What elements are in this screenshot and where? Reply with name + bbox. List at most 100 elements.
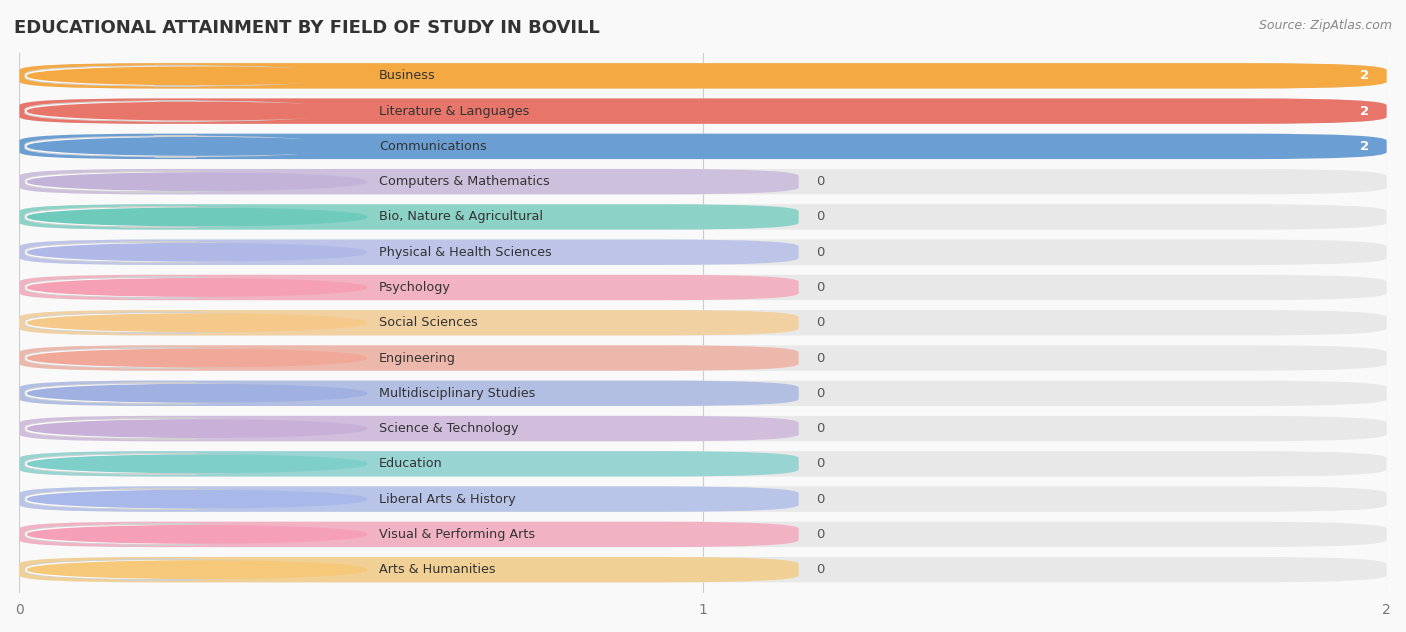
Text: 0: 0 <box>815 492 824 506</box>
FancyBboxPatch shape <box>20 63 1386 88</box>
FancyBboxPatch shape <box>20 204 1386 229</box>
FancyBboxPatch shape <box>20 521 1386 547</box>
FancyBboxPatch shape <box>20 240 799 265</box>
FancyBboxPatch shape <box>20 240 1386 265</box>
FancyBboxPatch shape <box>25 277 291 298</box>
Text: Computers & Mathematics: Computers & Mathematics <box>380 175 550 188</box>
FancyBboxPatch shape <box>20 416 1386 441</box>
Text: EDUCATIONAL ATTAINMENT BY FIELD OF STUDY IN BOVILL: EDUCATIONAL ATTAINMENT BY FIELD OF STUDY… <box>14 19 600 37</box>
FancyBboxPatch shape <box>20 345 799 371</box>
Text: 0: 0 <box>815 351 824 365</box>
FancyBboxPatch shape <box>25 242 291 263</box>
Text: Education: Education <box>380 458 443 470</box>
Text: Psychology: Psychology <box>380 281 451 294</box>
Text: 0: 0 <box>815 175 824 188</box>
Text: Physical & Health Sciences: Physical & Health Sciences <box>380 246 551 258</box>
Text: 0: 0 <box>815 210 824 224</box>
Circle shape <box>28 490 367 508</box>
FancyBboxPatch shape <box>20 345 1386 371</box>
FancyBboxPatch shape <box>20 487 1386 512</box>
FancyBboxPatch shape <box>25 524 291 545</box>
FancyBboxPatch shape <box>20 557 1386 582</box>
Bar <box>20 375 1386 411</box>
FancyBboxPatch shape <box>25 383 291 404</box>
Circle shape <box>28 561 367 578</box>
FancyBboxPatch shape <box>20 169 799 195</box>
FancyBboxPatch shape <box>20 416 799 441</box>
FancyBboxPatch shape <box>25 348 291 368</box>
Text: Business: Business <box>380 70 436 82</box>
Bar <box>20 411 1386 446</box>
FancyBboxPatch shape <box>25 207 291 228</box>
FancyBboxPatch shape <box>20 380 799 406</box>
FancyBboxPatch shape <box>20 521 799 547</box>
FancyBboxPatch shape <box>25 100 326 121</box>
Bar <box>20 58 1386 94</box>
Text: 0: 0 <box>815 563 824 576</box>
Bar <box>20 129 1386 164</box>
Text: Literature & Languages: Literature & Languages <box>380 105 529 118</box>
Text: 2: 2 <box>1361 70 1369 82</box>
Text: 0: 0 <box>815 387 824 400</box>
Circle shape <box>28 526 367 543</box>
Text: Engineering: Engineering <box>380 351 456 365</box>
Text: Communications: Communications <box>380 140 486 153</box>
FancyBboxPatch shape <box>20 99 1386 124</box>
Circle shape <box>28 420 367 437</box>
Bar <box>20 482 1386 517</box>
Bar <box>20 446 1386 482</box>
Text: Social Sciences: Social Sciences <box>380 316 478 329</box>
FancyBboxPatch shape <box>20 557 799 582</box>
Circle shape <box>28 349 367 367</box>
FancyBboxPatch shape <box>25 136 326 157</box>
FancyBboxPatch shape <box>20 99 1386 124</box>
FancyBboxPatch shape <box>20 310 799 336</box>
Bar <box>20 270 1386 305</box>
Bar <box>20 164 1386 199</box>
FancyBboxPatch shape <box>20 310 1386 336</box>
FancyBboxPatch shape <box>20 204 799 229</box>
Text: 0: 0 <box>815 528 824 541</box>
Bar <box>20 517 1386 552</box>
FancyBboxPatch shape <box>20 380 1386 406</box>
Bar <box>20 341 1386 375</box>
Bar <box>20 94 1386 129</box>
Bar <box>20 234 1386 270</box>
Circle shape <box>28 279 367 296</box>
Text: Arts & Humanities: Arts & Humanities <box>380 563 495 576</box>
FancyBboxPatch shape <box>25 171 291 192</box>
Text: Source: ZipAtlas.com: Source: ZipAtlas.com <box>1258 19 1392 32</box>
Bar <box>20 305 1386 341</box>
FancyBboxPatch shape <box>20 134 1386 159</box>
Circle shape <box>28 138 367 155</box>
Text: Multidisciplinary Studies: Multidisciplinary Studies <box>380 387 536 400</box>
Circle shape <box>28 67 367 85</box>
Text: Visual & Performing Arts: Visual & Performing Arts <box>380 528 536 541</box>
Circle shape <box>28 208 367 226</box>
Text: Science & Technology: Science & Technology <box>380 422 519 435</box>
Text: Bio, Nature & Agricultural: Bio, Nature & Agricultural <box>380 210 543 224</box>
Bar <box>20 199 1386 234</box>
FancyBboxPatch shape <box>25 66 326 86</box>
Text: Liberal Arts & History: Liberal Arts & History <box>380 492 516 506</box>
Text: 0: 0 <box>815 458 824 470</box>
FancyBboxPatch shape <box>25 559 291 580</box>
Bar <box>20 552 1386 587</box>
FancyBboxPatch shape <box>20 275 799 300</box>
Text: 0: 0 <box>815 281 824 294</box>
Text: 2: 2 <box>1361 140 1369 153</box>
FancyBboxPatch shape <box>20 451 799 477</box>
Text: 2: 2 <box>1361 105 1369 118</box>
FancyBboxPatch shape <box>25 418 291 439</box>
Circle shape <box>28 173 367 190</box>
Circle shape <box>28 102 367 120</box>
Circle shape <box>28 455 367 473</box>
Text: 0: 0 <box>815 422 824 435</box>
Text: 0: 0 <box>815 246 824 258</box>
Circle shape <box>28 243 367 261</box>
FancyBboxPatch shape <box>20 169 1386 195</box>
Text: 0: 0 <box>815 316 824 329</box>
FancyBboxPatch shape <box>20 275 1386 300</box>
Circle shape <box>28 384 367 402</box>
Circle shape <box>28 314 367 332</box>
